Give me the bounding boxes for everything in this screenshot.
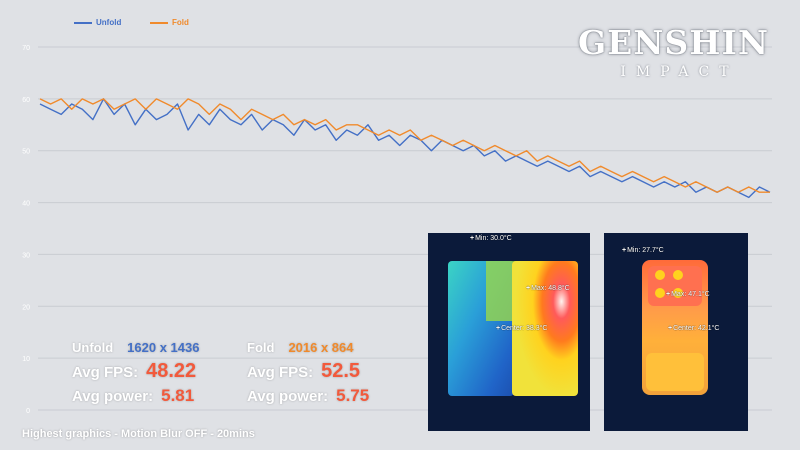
stats-unfold-power-value: 5.81 [161,386,195,405]
legend-fold: Fold [150,18,189,27]
y-tick-label-70: 70 [22,45,30,52]
stats-unfold-name: Unfold [72,340,114,355]
stats-fold-power-value: 5.75 [336,386,370,405]
series-line-unfold [39,98,771,199]
thermal-unfold-heatmap [428,233,590,431]
stats-unfold-resolution: 1620 x 1436 [127,340,200,355]
thermal-fold-heatmap [604,233,748,431]
legend-unfold-label: Unfold [96,18,122,27]
thermal-unfold-min: Min: 30.0°C [470,235,512,242]
stats-unfold-fps-value: 48.22 [146,360,197,382]
stats-fold-resolution: 2016 x 864 [288,340,354,355]
legend-fold-label: Fold [172,18,189,27]
legend-unfold: Unfold [74,18,121,27]
genshin-logo: GENSHIN IMPACT [576,23,771,81]
legend-fold-swatch [150,21,168,24]
y-tick-label-20: 20 [22,304,30,311]
thermal-unfold-center: Center: 38.3°C [496,325,547,332]
y-axis-ticks: 0 10 20 30 40 50 60 70 [22,45,30,415]
y-tick-label-50: 50 [22,149,30,156]
logo-main-text: GENSHIN [577,23,770,62]
stats-fold-name: Fold [247,340,275,355]
stats-unfold: Unfold 1620 x 1436 Avg FPS: 48.22 Avg po… [72,340,199,412]
stats-fold-fps-label: Avg FPS: [247,364,314,381]
stats-fold-power-label: Avg power: [247,388,329,405]
chart-grid [38,46,772,411]
chart-series [39,98,771,199]
y-tick-label-40: 40 [22,201,30,208]
y-tick-label-10: 10 [22,356,30,363]
stats-unfold-power-label: Avg power: [72,388,154,405]
legend-unfold-swatch [74,21,92,24]
thermal-fold-max: Max: 47.1°C [666,291,710,298]
thermal-unfold-max: Max: 48.8°C [526,285,570,292]
y-tick-label-30: 30 [22,252,30,259]
series-line-fold [39,98,770,193]
thermal-fold-min: Min: 27.7°C [622,247,664,254]
thermal-image-unfold: Min: 30.0°C Max: 48.8°C Center: 38.3°C [428,233,590,431]
stats-fold-fps-value: 52.5 [321,360,361,382]
stats-unfold-fps-label: Avg FPS: [72,364,139,381]
logo-sub-text: IMPACT [620,64,739,80]
thermal-image-fold: Min: 27.7°C Max: 47.1°C Center: 42.1°C [604,233,748,431]
thermal-fold-center: Center: 42.1°C [668,325,719,332]
y-tick-label-0: 0 [26,408,30,415]
stats-fold: Fold 2016 x 864 Avg FPS: 52.5 Avg power:… [247,340,369,412]
y-tick-label-60: 60 [22,97,30,104]
test-conditions-caption: Highest graphics - Motion Blur OFF - 20m… [22,428,255,440]
